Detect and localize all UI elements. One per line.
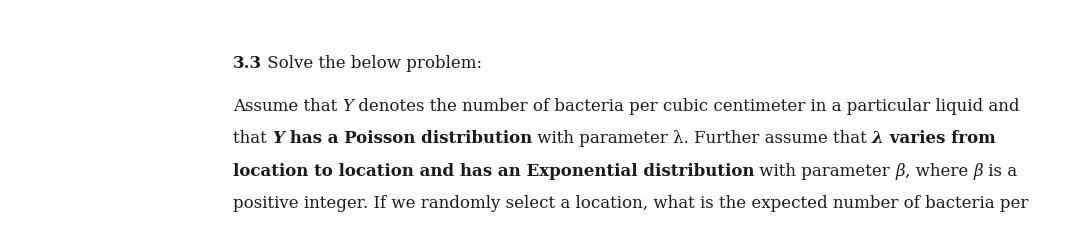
Text: with parameter λ. Further assume that: with parameter λ. Further assume that <box>532 130 872 147</box>
Text: Y: Y <box>342 98 353 115</box>
Text: 3.3: 3.3 <box>233 55 262 72</box>
Text: denotes the number of bacteria per cubic centimeter in a particular liquid and: denotes the number of bacteria per cubic… <box>353 98 1020 115</box>
Text: varies from: varies from <box>883 130 996 147</box>
Text: that: that <box>233 130 272 147</box>
Text: Assume that: Assume that <box>233 98 342 115</box>
Text: β: β <box>895 163 905 180</box>
Text: λ: λ <box>872 130 883 147</box>
Text: has a Poisson distribution: has a Poisson distribution <box>284 130 532 147</box>
Text: , where: , where <box>905 163 973 180</box>
Text: Y: Y <box>272 130 284 147</box>
Text: is a: is a <box>983 163 1017 180</box>
Text: Solve the below problem:: Solve the below problem: <box>262 55 482 72</box>
Text: positive integer. If we randomly select a location, what is the expected number : positive integer. If we randomly select … <box>233 195 1028 212</box>
Text: β: β <box>973 163 983 180</box>
Text: location to location and has an Exponential distribution: location to location and has an Exponent… <box>233 163 755 180</box>
Text: with parameter: with parameter <box>755 163 895 180</box>
